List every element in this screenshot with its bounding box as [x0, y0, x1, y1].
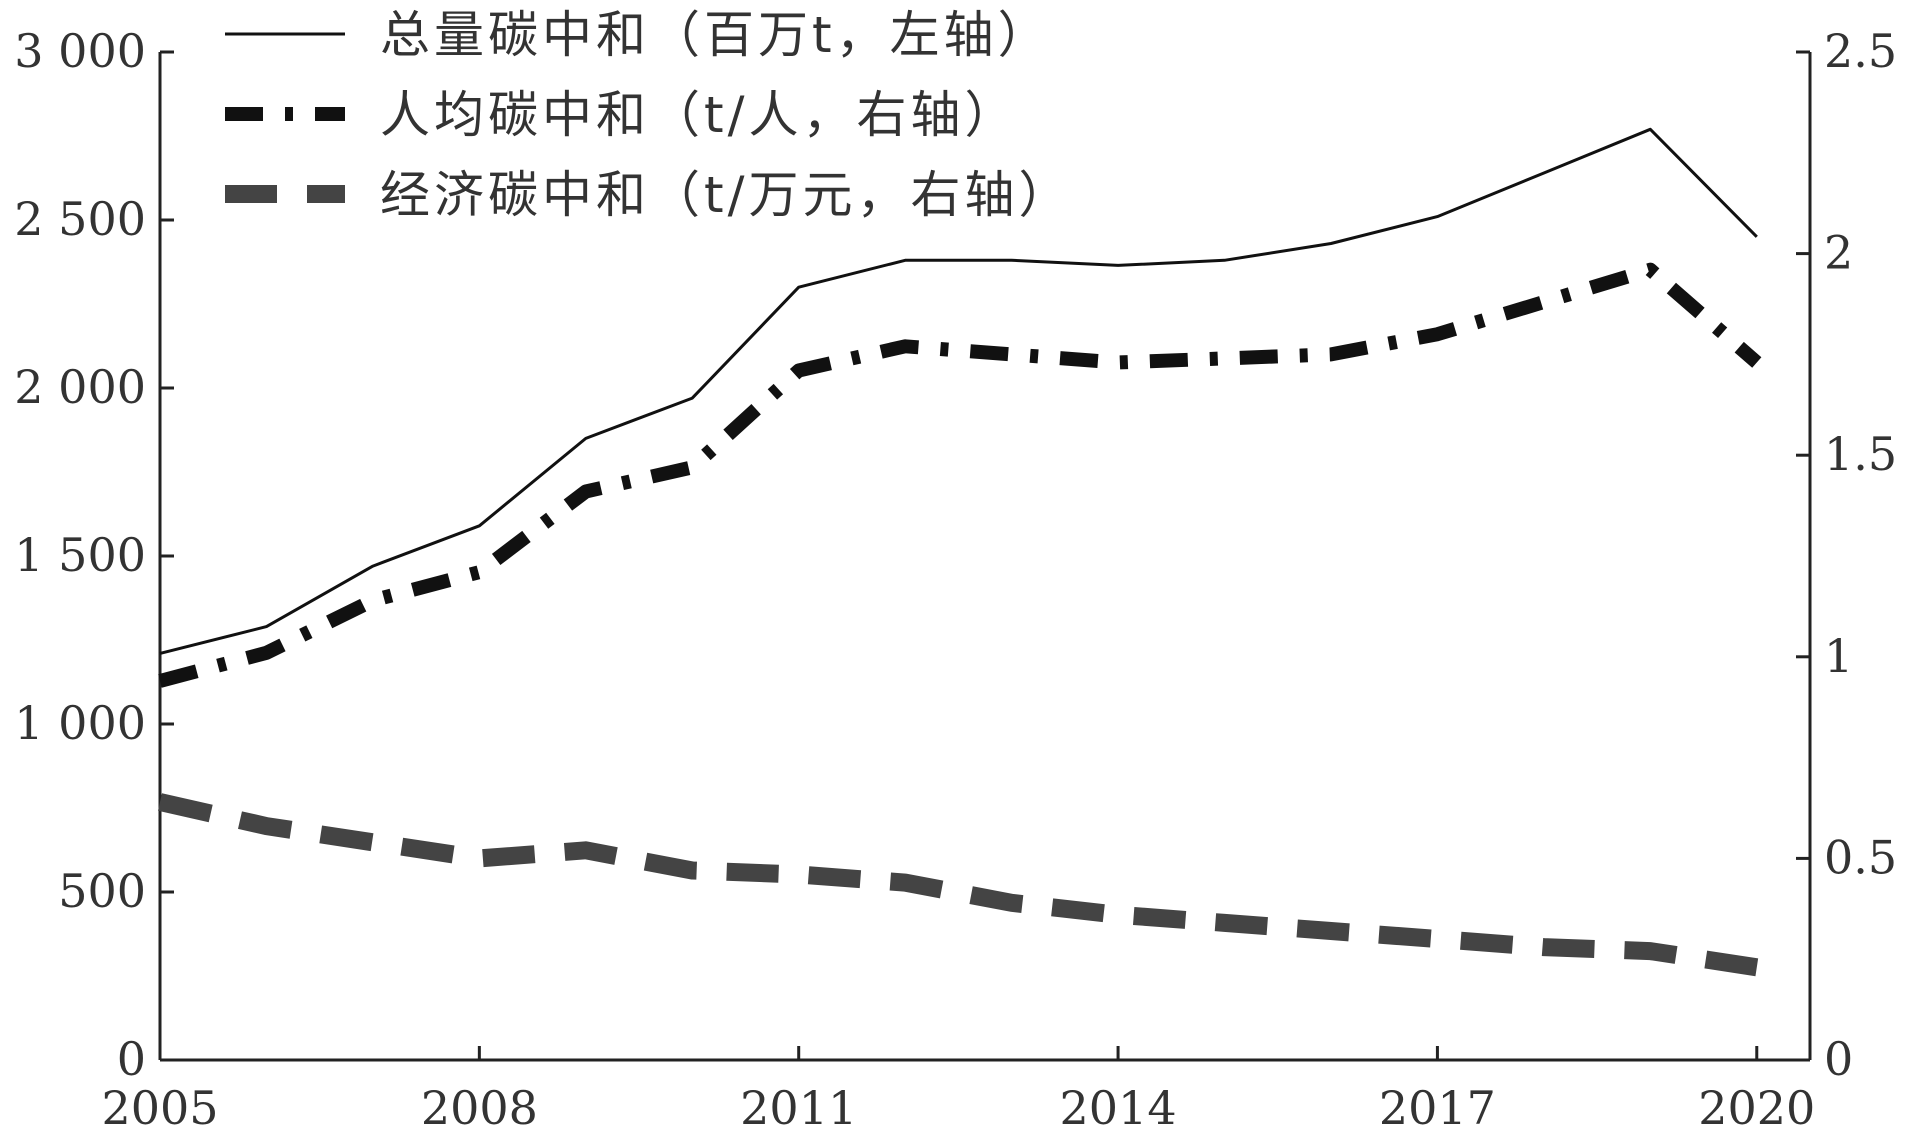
- series-3-point: [1117, 914, 1119, 916]
- series-1-point: [1756, 236, 1758, 238]
- series-3-point: [159, 801, 161, 803]
- right-tick-label: 2.5: [1824, 24, 1897, 78]
- legend-label-1: 总量碳中和（百万t，左轴）: [380, 6, 1052, 64]
- series-1-point: [1330, 243, 1332, 245]
- series-3-point: [1756, 966, 1758, 968]
- series-1-point: [1011, 259, 1013, 261]
- left-tick-label: 0: [117, 1032, 146, 1086]
- series-1-point: [904, 259, 906, 261]
- series-3-point: [478, 857, 480, 859]
- x-tick-label: 2008: [421, 1081, 538, 1135]
- series-line-2: [158, 262, 1762, 688]
- series-1-point: [478, 525, 480, 527]
- series-1-point: [266, 626, 268, 628]
- x-tick-label: 2011: [740, 1081, 857, 1135]
- series-1-point: [585, 437, 587, 439]
- series-1-point: [1436, 216, 1438, 218]
- series-3-point: [691, 870, 693, 872]
- series-2-point: [904, 345, 906, 347]
- x-tick-label: 2020: [1698, 1081, 1815, 1135]
- series-2-point: [1649, 269, 1651, 271]
- series-3-point: [585, 849, 587, 851]
- series-2-point: [266, 652, 268, 654]
- x-tick-label: 2005: [101, 1081, 218, 1135]
- series-1-point: [1117, 264, 1119, 266]
- axis-ticks: 0 500 1 000 1 500 2 000 2 500 3 000 0 0.5 1 1.5 2 2.…: [14, 24, 1897, 1135]
- series-2-point: [1756, 362, 1758, 364]
- series-1-point: [1649, 128, 1651, 130]
- right-tick-label: 0.5: [1824, 830, 1897, 884]
- series-2-point: [691, 466, 693, 468]
- series-2-point: [1330, 353, 1332, 355]
- series-3-point: [1543, 946, 1545, 948]
- left-tick-label: 1 500: [14, 528, 146, 582]
- left-tick-label: 3 000: [14, 24, 146, 78]
- series-1-point: [159, 652, 161, 654]
- series-2-point: [1224, 357, 1226, 359]
- series-line-3: [158, 793, 1759, 977]
- series-3-point: [372, 841, 374, 843]
- series-3-point: [1649, 950, 1651, 952]
- series-2-point: [1436, 333, 1438, 335]
- series-1-point: [691, 397, 693, 399]
- series-3-point: [798, 874, 800, 876]
- left-tick-label: 1 000: [14, 696, 146, 750]
- series-2-point: [372, 599, 374, 601]
- left-tick-label: 500: [58, 864, 146, 918]
- series-3-point: [904, 882, 906, 884]
- series-3-point: [1436, 938, 1438, 940]
- series-1-point: [372, 565, 374, 567]
- right-tick-label: 1: [1824, 629, 1853, 683]
- right-tick-label: 2: [1824, 226, 1853, 280]
- series-3-point: [1011, 902, 1013, 904]
- series-3-point: [1224, 922, 1226, 924]
- series-2-point: [478, 571, 480, 573]
- series-3-point: [1330, 930, 1332, 932]
- series-1-point: [798, 286, 800, 288]
- series-1-point: [1543, 172, 1545, 174]
- left-tick-label: 2 500: [14, 192, 146, 246]
- series-1-point: [1224, 259, 1226, 261]
- x-tick-label: 2014: [1060, 1081, 1177, 1135]
- left-tick-label: 2 000: [14, 360, 146, 414]
- legend: 总量碳中和（百万t，左轴） 人均碳中和（t/人，右轴） 经济碳中和（t/万元，右轴）: [225, 6, 1072, 224]
- series-2-point: [1011, 353, 1013, 355]
- legend-label-2: 人均碳中和（t/人，右轴）: [380, 86, 1018, 144]
- series-2-point: [585, 491, 587, 493]
- series-layer: [158, 127, 1762, 977]
- legend-label-3: 经济碳中和（t/万元，右轴）: [380, 166, 1072, 224]
- series-2-point: [1117, 362, 1119, 364]
- x-tick-label: 2017: [1379, 1081, 1496, 1135]
- series-2-point: [798, 370, 800, 372]
- series-line-1: [159, 127, 1758, 655]
- right-tick-label: 0: [1824, 1032, 1853, 1086]
- series-2-point: [1543, 301, 1545, 303]
- right-tick-label: 1.5: [1824, 427, 1897, 481]
- series-3-point: [266, 825, 268, 827]
- series-2-point: [159, 680, 161, 682]
